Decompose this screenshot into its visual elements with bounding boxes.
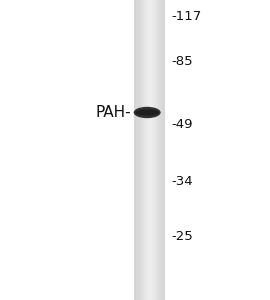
Bar — [134, 0, 135, 300]
Bar — [160, 0, 161, 300]
Bar — [151, 0, 152, 300]
Bar — [162, 0, 163, 300]
Bar — [148, 0, 149, 300]
Text: -34: -34 — [171, 175, 193, 188]
Bar — [163, 0, 164, 300]
Bar — [139, 0, 140, 300]
Bar — [154, 0, 155, 300]
Ellipse shape — [134, 107, 161, 118]
Bar — [135, 0, 136, 300]
Text: -117: -117 — [171, 10, 202, 23]
Bar — [147, 0, 148, 300]
Bar — [153, 0, 154, 300]
Bar — [159, 0, 160, 300]
Bar — [141, 0, 142, 300]
Bar — [137, 0, 138, 300]
Text: PAH-: PAH- — [95, 105, 131, 120]
Bar — [142, 0, 143, 300]
Text: -85: -85 — [171, 55, 193, 68]
Bar — [146, 0, 147, 300]
Bar — [138, 0, 139, 300]
Bar — [150, 0, 151, 300]
Bar — [164, 0, 165, 300]
Bar — [149, 0, 150, 300]
Bar — [156, 0, 157, 300]
Bar — [145, 0, 146, 300]
Bar — [158, 0, 159, 300]
Bar — [143, 0, 144, 300]
Ellipse shape — [136, 110, 159, 116]
Bar — [152, 0, 153, 300]
Bar — [136, 0, 137, 300]
Bar — [155, 0, 156, 300]
Bar — [157, 0, 158, 300]
Text: -25: -25 — [171, 230, 193, 244]
Bar — [161, 0, 162, 300]
Bar — [144, 0, 145, 300]
Text: -49: -49 — [171, 118, 193, 131]
